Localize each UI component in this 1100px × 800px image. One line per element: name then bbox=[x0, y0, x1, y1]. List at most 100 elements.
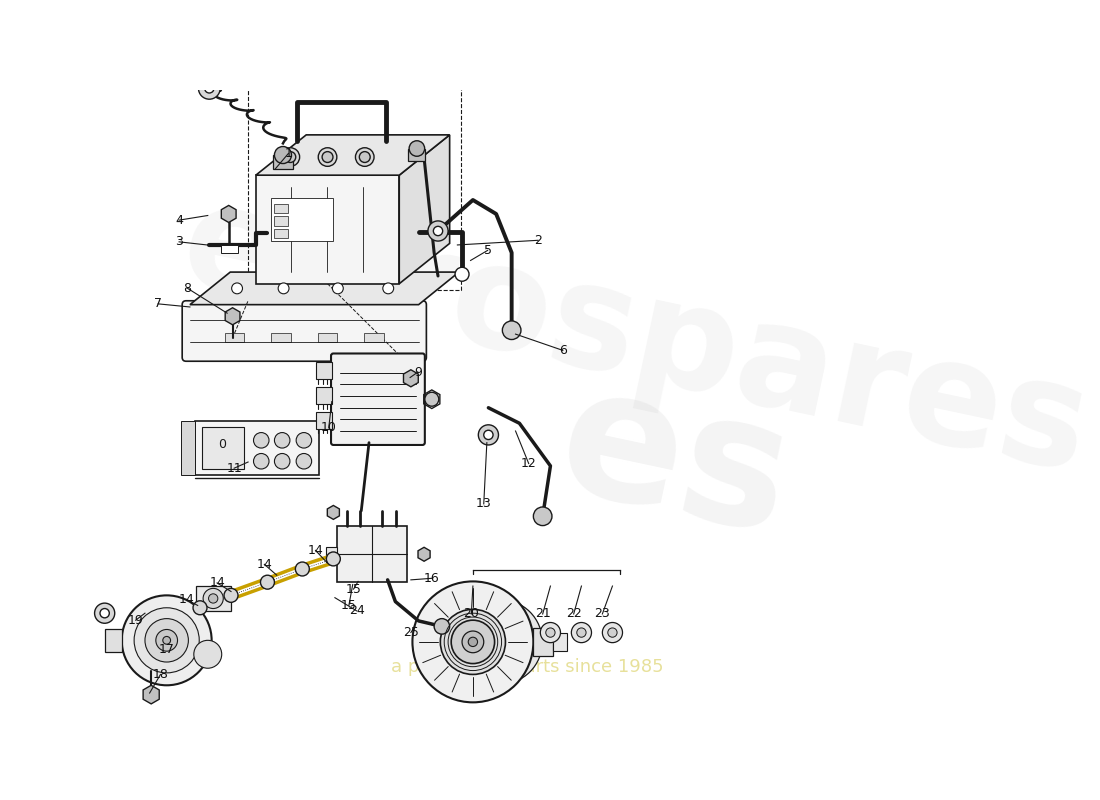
Bar bbox=[272, 198, 333, 241]
Circle shape bbox=[285, 152, 296, 162]
Bar bbox=[274, 229, 288, 238]
Circle shape bbox=[134, 608, 199, 673]
Text: 22: 22 bbox=[565, 607, 582, 621]
Circle shape bbox=[280, 148, 299, 166]
Polygon shape bbox=[256, 135, 450, 175]
Text: 3: 3 bbox=[175, 235, 183, 248]
Text: 14: 14 bbox=[178, 593, 194, 606]
Circle shape bbox=[327, 552, 340, 566]
Bar bbox=[221, 245, 238, 253]
Polygon shape bbox=[404, 370, 418, 387]
Circle shape bbox=[608, 628, 617, 638]
Circle shape bbox=[296, 454, 311, 469]
Polygon shape bbox=[190, 272, 459, 305]
Bar bbox=[338, 526, 407, 582]
Text: 23: 23 bbox=[594, 607, 610, 621]
Bar bbox=[408, 149, 426, 161]
Circle shape bbox=[484, 430, 493, 439]
Circle shape bbox=[455, 267, 469, 282]
Circle shape bbox=[412, 582, 534, 702]
Text: 13: 13 bbox=[476, 498, 492, 510]
Circle shape bbox=[204, 588, 223, 609]
Bar bbox=[552, 633, 567, 651]
Circle shape bbox=[156, 630, 177, 651]
Circle shape bbox=[355, 148, 374, 166]
Text: 7: 7 bbox=[154, 298, 162, 310]
Circle shape bbox=[462, 631, 484, 653]
Circle shape bbox=[540, 622, 561, 642]
Text: 0: 0 bbox=[219, 438, 227, 451]
Text: 6: 6 bbox=[559, 344, 566, 357]
Text: 5: 5 bbox=[484, 244, 492, 257]
FancyBboxPatch shape bbox=[183, 301, 427, 362]
Circle shape bbox=[332, 283, 343, 294]
Circle shape bbox=[278, 283, 289, 294]
Text: 15: 15 bbox=[341, 599, 356, 612]
Circle shape bbox=[274, 454, 290, 469]
Circle shape bbox=[546, 628, 556, 638]
Polygon shape bbox=[256, 175, 399, 284]
Circle shape bbox=[95, 603, 114, 623]
Circle shape bbox=[122, 595, 211, 686]
Circle shape bbox=[440, 610, 506, 674]
Circle shape bbox=[296, 433, 311, 448]
Bar bbox=[224, 333, 244, 342]
Circle shape bbox=[425, 392, 439, 406]
Text: 10: 10 bbox=[321, 422, 337, 434]
Text: 21: 21 bbox=[535, 607, 550, 621]
Text: 24: 24 bbox=[349, 604, 364, 618]
Circle shape bbox=[503, 321, 521, 339]
Circle shape bbox=[360, 152, 371, 162]
Circle shape bbox=[194, 640, 222, 668]
Circle shape bbox=[478, 425, 498, 445]
Text: 20: 20 bbox=[463, 607, 480, 621]
Circle shape bbox=[274, 433, 290, 448]
Bar bbox=[182, 421, 196, 475]
Circle shape bbox=[603, 622, 623, 642]
Bar bbox=[317, 412, 332, 429]
Text: 15: 15 bbox=[345, 582, 362, 596]
Text: 8: 8 bbox=[184, 282, 191, 295]
Text: 14: 14 bbox=[256, 558, 272, 571]
FancyBboxPatch shape bbox=[331, 354, 425, 445]
Circle shape bbox=[253, 454, 270, 469]
Circle shape bbox=[274, 146, 292, 163]
Text: 19: 19 bbox=[128, 614, 143, 626]
Bar bbox=[274, 216, 288, 226]
Text: es: es bbox=[543, 352, 805, 572]
Bar bbox=[273, 155, 293, 169]
Bar bbox=[201, 427, 244, 469]
Circle shape bbox=[145, 618, 188, 662]
Circle shape bbox=[469, 638, 477, 646]
Text: 17: 17 bbox=[158, 643, 175, 656]
Text: 14: 14 bbox=[308, 544, 323, 557]
Polygon shape bbox=[399, 135, 450, 284]
Text: 2: 2 bbox=[535, 234, 542, 247]
Circle shape bbox=[451, 620, 495, 663]
Polygon shape bbox=[221, 206, 236, 222]
Bar bbox=[196, 421, 319, 475]
Circle shape bbox=[296, 562, 309, 576]
Circle shape bbox=[576, 628, 586, 638]
Text: 11: 11 bbox=[227, 462, 242, 474]
Bar bbox=[196, 586, 231, 611]
Polygon shape bbox=[328, 506, 340, 519]
Text: 4: 4 bbox=[175, 214, 183, 226]
Circle shape bbox=[534, 507, 552, 526]
Bar bbox=[364, 333, 384, 342]
Circle shape bbox=[224, 588, 238, 602]
Circle shape bbox=[409, 141, 425, 156]
Polygon shape bbox=[226, 308, 240, 325]
Circle shape bbox=[433, 226, 442, 236]
Circle shape bbox=[209, 594, 218, 603]
Bar bbox=[318, 333, 338, 342]
Bar bbox=[317, 387, 332, 404]
Circle shape bbox=[318, 148, 337, 166]
Circle shape bbox=[322, 152, 333, 162]
Text: 14: 14 bbox=[209, 577, 224, 590]
Text: 12: 12 bbox=[520, 457, 537, 470]
Polygon shape bbox=[143, 686, 160, 704]
Text: 9: 9 bbox=[414, 366, 421, 378]
Circle shape bbox=[198, 78, 220, 99]
Circle shape bbox=[192, 601, 207, 614]
